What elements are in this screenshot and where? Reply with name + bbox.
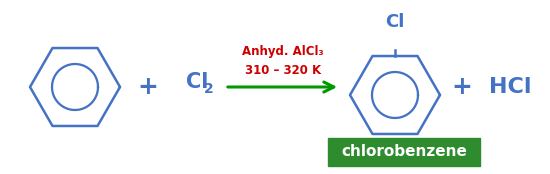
Text: chlorobenzene: chlorobenzene [341,144,467,160]
Text: +: + [452,75,472,99]
Text: 2: 2 [204,82,214,96]
FancyBboxPatch shape [328,138,480,166]
Text: +: + [138,75,158,99]
Text: Cl: Cl [186,72,208,92]
Text: HCl: HCl [489,77,531,97]
Text: Anhyd. AlCl₃: Anhyd. AlCl₃ [242,45,324,58]
Text: 310 – 320 K: 310 – 320 K [245,64,321,77]
Text: Cl: Cl [386,13,405,31]
